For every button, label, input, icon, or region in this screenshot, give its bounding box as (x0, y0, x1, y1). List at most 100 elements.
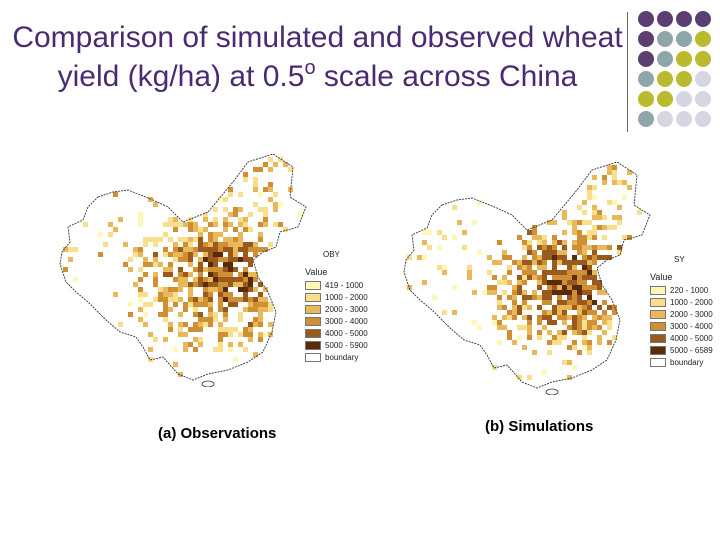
yield-cell (517, 235, 522, 240)
legend-item: 2000 - 3000 (650, 309, 713, 320)
yield-cell (218, 302, 223, 307)
yield-cell (143, 262, 148, 267)
yield-cell (522, 270, 527, 275)
legend-swatch (305, 329, 321, 338)
yield-cell (263, 332, 268, 337)
yield-cell (592, 255, 597, 260)
yield-cell (203, 227, 208, 232)
yield-cell (178, 222, 183, 227)
yield-cell (248, 277, 253, 282)
legend-swatch (650, 334, 666, 343)
yield-cell (268, 182, 273, 187)
yield-cell (567, 300, 572, 305)
yield-cell (243, 272, 248, 277)
yield-cell (617, 180, 622, 185)
yield-cell (587, 190, 592, 195)
yield-cell (587, 295, 592, 300)
yield-cell (532, 260, 537, 265)
yield-cell (612, 310, 617, 315)
yield-cell (253, 202, 258, 207)
yield-cell (512, 340, 517, 345)
yield-cell (223, 227, 228, 232)
yield-cell (193, 312, 198, 317)
yield-cell (532, 250, 537, 255)
yield-cell (547, 315, 552, 320)
yield-cell (557, 335, 562, 340)
yield-cell (233, 207, 238, 212)
yield-cell (542, 250, 547, 255)
yield-cell (502, 315, 507, 320)
yield-cell (442, 310, 447, 315)
yield-cell (577, 230, 582, 235)
yield-cell (517, 375, 522, 380)
yield-cell (173, 302, 178, 307)
yield-cell (228, 237, 233, 242)
yield-cell (497, 260, 502, 265)
yield-cell (507, 270, 512, 275)
yield-cell (622, 195, 627, 200)
yield-cell (562, 335, 567, 340)
yield-cell (502, 305, 507, 310)
yield-cell (522, 300, 527, 305)
yield-cell (163, 297, 168, 302)
yield-cell (138, 247, 143, 252)
yield-cell (552, 340, 557, 345)
yield-cell (522, 290, 527, 295)
divider-line (627, 12, 628, 132)
yield-cell (158, 312, 163, 317)
yield-cell (223, 277, 228, 282)
yield-cell (597, 305, 602, 310)
yield-cell (562, 275, 567, 280)
yield-cell (213, 347, 218, 352)
yield-cell (208, 307, 213, 312)
yield-cell (622, 180, 627, 185)
yield-cell (582, 250, 587, 255)
yield-cell (527, 260, 532, 265)
yield-cell (627, 185, 632, 190)
yield-cell (253, 247, 258, 252)
yield-cell (243, 257, 248, 262)
yield-cell (507, 295, 512, 300)
yield-cell (213, 267, 218, 272)
yield-cell (153, 252, 158, 257)
yield-cell (168, 297, 173, 302)
yield-cell (263, 162, 268, 167)
decorative-dot (676, 11, 692, 27)
yield-cell (597, 245, 602, 250)
yield-cell (542, 240, 547, 245)
yield-cell (188, 227, 193, 232)
yield-cell (228, 342, 233, 347)
yield-cell (542, 315, 547, 320)
yield-cell (178, 247, 183, 252)
yield-cell (163, 317, 168, 322)
yield-cell (582, 200, 587, 205)
decorative-dot (638, 51, 654, 67)
yield-cell (502, 325, 507, 330)
yield-cell (507, 335, 512, 340)
yield-cell (298, 212, 303, 217)
yield-cell (168, 252, 173, 257)
legend-swatch (650, 346, 666, 355)
yield-cell (253, 277, 258, 282)
legend-label: 5000 - 6589 (670, 346, 713, 355)
decorative-dot (657, 91, 673, 107)
yield-cell (233, 297, 238, 302)
yield-cell (258, 167, 263, 172)
yield-cell (562, 330, 567, 335)
yield-cell (522, 305, 527, 310)
yield-cell (567, 275, 572, 280)
yield-cell (557, 250, 562, 255)
yield-cell (512, 305, 517, 310)
yield-cell (592, 230, 597, 235)
yield-cell (163, 312, 168, 317)
yield-cell (223, 257, 228, 262)
yield-cell (238, 332, 243, 337)
yield-cell (557, 255, 562, 260)
yield-cell (552, 310, 557, 315)
yield-cell (562, 290, 567, 295)
yield-cell (243, 332, 248, 337)
yield-cell (567, 265, 572, 270)
yield-cell (253, 317, 258, 322)
yield-cell (542, 270, 547, 275)
yield-cell (527, 275, 532, 280)
